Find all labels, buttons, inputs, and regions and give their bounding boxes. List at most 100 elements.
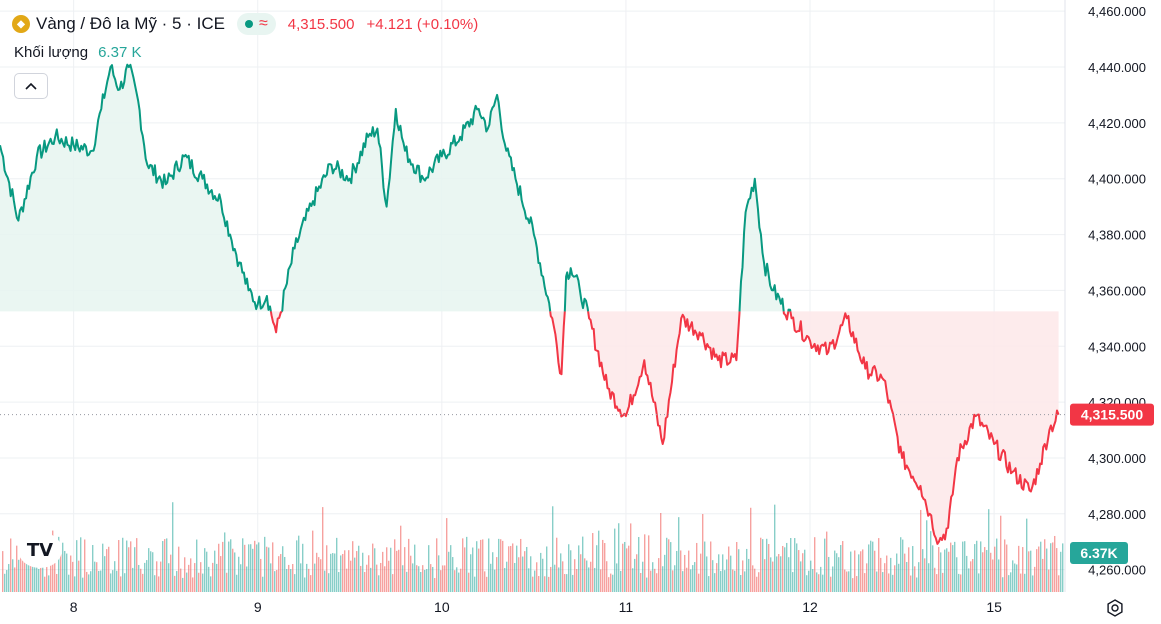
volume-bar — [462, 538, 464, 592]
volume-value: 6.37 K — [98, 44, 142, 61]
volume-bar — [2, 551, 4, 592]
volume-bar — [196, 539, 198, 592]
volume-bar — [514, 562, 516, 592]
volume-bar — [466, 536, 468, 592]
volume-bar — [732, 569, 734, 592]
volume-bar — [738, 549, 740, 592]
volume-bar — [264, 536, 266, 592]
volume-bar — [632, 568, 634, 592]
volume-bar — [76, 540, 78, 592]
volume-legend[interactable]: Khối lượng 6.37 K — [14, 44, 141, 61]
volume-bar — [816, 572, 818, 592]
volume-bar — [778, 554, 780, 592]
volume-bar — [138, 564, 140, 592]
volume-bar — [714, 573, 716, 592]
volume-bar — [310, 575, 312, 592]
volume-bar — [646, 577, 648, 592]
volume-bar — [580, 554, 582, 592]
volume-bar — [130, 541, 132, 592]
volume-bar — [480, 539, 482, 592]
volume-bar — [666, 537, 668, 592]
tradingview-logo[interactable]: TV — [18, 532, 62, 568]
volume-bar — [118, 540, 120, 592]
volume-bar — [110, 573, 112, 592]
volume-bar — [86, 571, 88, 592]
price-badge-bg — [1070, 403, 1154, 426]
volume-bar — [28, 562, 30, 592]
volume-bar — [152, 552, 154, 592]
price-line-below — [587, 311, 741, 445]
symbol-title[interactable]: Vàng / Đô la Mỹ · 5 · ICE — [36, 14, 225, 33]
market-status-pill[interactable]: ≈ — [236, 13, 276, 35]
volume-bar — [946, 548, 948, 592]
volume-bar — [856, 576, 858, 592]
volume-bar — [362, 552, 364, 592]
volume-bar — [690, 569, 692, 592]
volume-bar — [720, 571, 722, 592]
x-tick-label: 8 — [70, 599, 78, 615]
volume-bar — [716, 563, 718, 592]
volume-bar — [992, 559, 994, 592]
volume-bar — [316, 552, 318, 592]
volume-bar — [812, 569, 814, 592]
volume-bar — [868, 544, 870, 592]
volume-bar — [366, 564, 368, 592]
volume-bar — [534, 570, 536, 592]
collapse-legend-button[interactable] — [14, 73, 48, 99]
volume-bar — [474, 576, 476, 592]
price-area-fills — [0, 64, 1059, 544]
volume-bar — [440, 570, 442, 592]
chart-settings-button[interactable] — [1104, 597, 1126, 619]
volume-bar — [268, 547, 270, 592]
volume-bar — [706, 556, 708, 592]
volume-bar — [604, 543, 606, 592]
volume-bar — [656, 573, 658, 592]
volume-bar — [730, 555, 732, 592]
volume-bar — [290, 569, 292, 592]
volume-bar — [832, 566, 834, 592]
volume-bar — [458, 572, 460, 592]
volume-bar — [536, 562, 538, 592]
volume-bar — [324, 570, 326, 592]
volume-bar — [930, 531, 932, 592]
volume-bar — [820, 566, 822, 592]
volume-bar — [860, 551, 862, 592]
volume-bar — [914, 566, 916, 592]
volume-bar — [22, 543, 24, 592]
volume-bar — [510, 545, 512, 592]
volume-bar — [1058, 575, 1060, 592]
volume-bar — [678, 517, 680, 592]
volume-bar — [420, 571, 422, 592]
volume-bar — [146, 560, 148, 592]
volume-bar — [260, 558, 262, 592]
volume-bar — [556, 537, 558, 592]
volume-bar — [446, 518, 448, 592]
volume-bar — [394, 539, 396, 592]
volume-bar — [154, 575, 156, 592]
area-fill-below — [790, 311, 1059, 544]
volume-bar — [406, 571, 408, 592]
volume-bar — [272, 542, 274, 592]
price-line-above — [738, 177, 785, 312]
volume-bar — [636, 554, 638, 592]
volume-bar — [608, 577, 610, 592]
volume-bar — [218, 543, 220, 592]
volume-bar — [862, 549, 864, 592]
volume-bar — [332, 553, 334, 592]
volume-bar — [226, 572, 228, 592]
volume-bar — [652, 562, 654, 592]
volume-bar — [48, 575, 50, 592]
volume-bar — [156, 561, 158, 592]
volume-bar — [68, 574, 70, 592]
gold-icon[interactable]: ◆ — [12, 15, 30, 33]
volume-bar — [356, 551, 358, 592]
y-tick-label: 4,420.000 — [1088, 116, 1146, 131]
volume-bar — [576, 569, 578, 592]
volume-bar — [530, 556, 532, 592]
volume-bar — [396, 550, 398, 592]
volume-bar — [936, 574, 938, 592]
volume-bar — [18, 559, 20, 592]
volume-bar — [752, 565, 754, 592]
volume-bar — [148, 548, 150, 592]
